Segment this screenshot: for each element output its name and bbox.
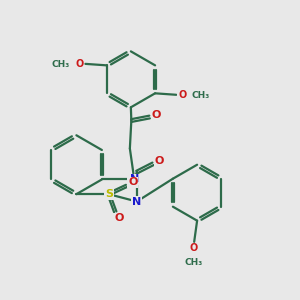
Text: O: O [152, 110, 161, 120]
Text: CH₃: CH₃ [184, 258, 203, 267]
Text: N: N [130, 174, 139, 184]
Text: O: O [128, 177, 138, 188]
Text: CH₃: CH₃ [52, 60, 70, 69]
Text: O: O [75, 59, 84, 69]
Text: O: O [178, 90, 186, 100]
Text: O: O [190, 243, 198, 253]
Text: CH₃: CH₃ [192, 91, 210, 100]
Text: O: O [155, 156, 164, 166]
Text: N: N [132, 196, 142, 206]
Text: S: S [105, 189, 113, 199]
Text: O: O [114, 213, 124, 223]
